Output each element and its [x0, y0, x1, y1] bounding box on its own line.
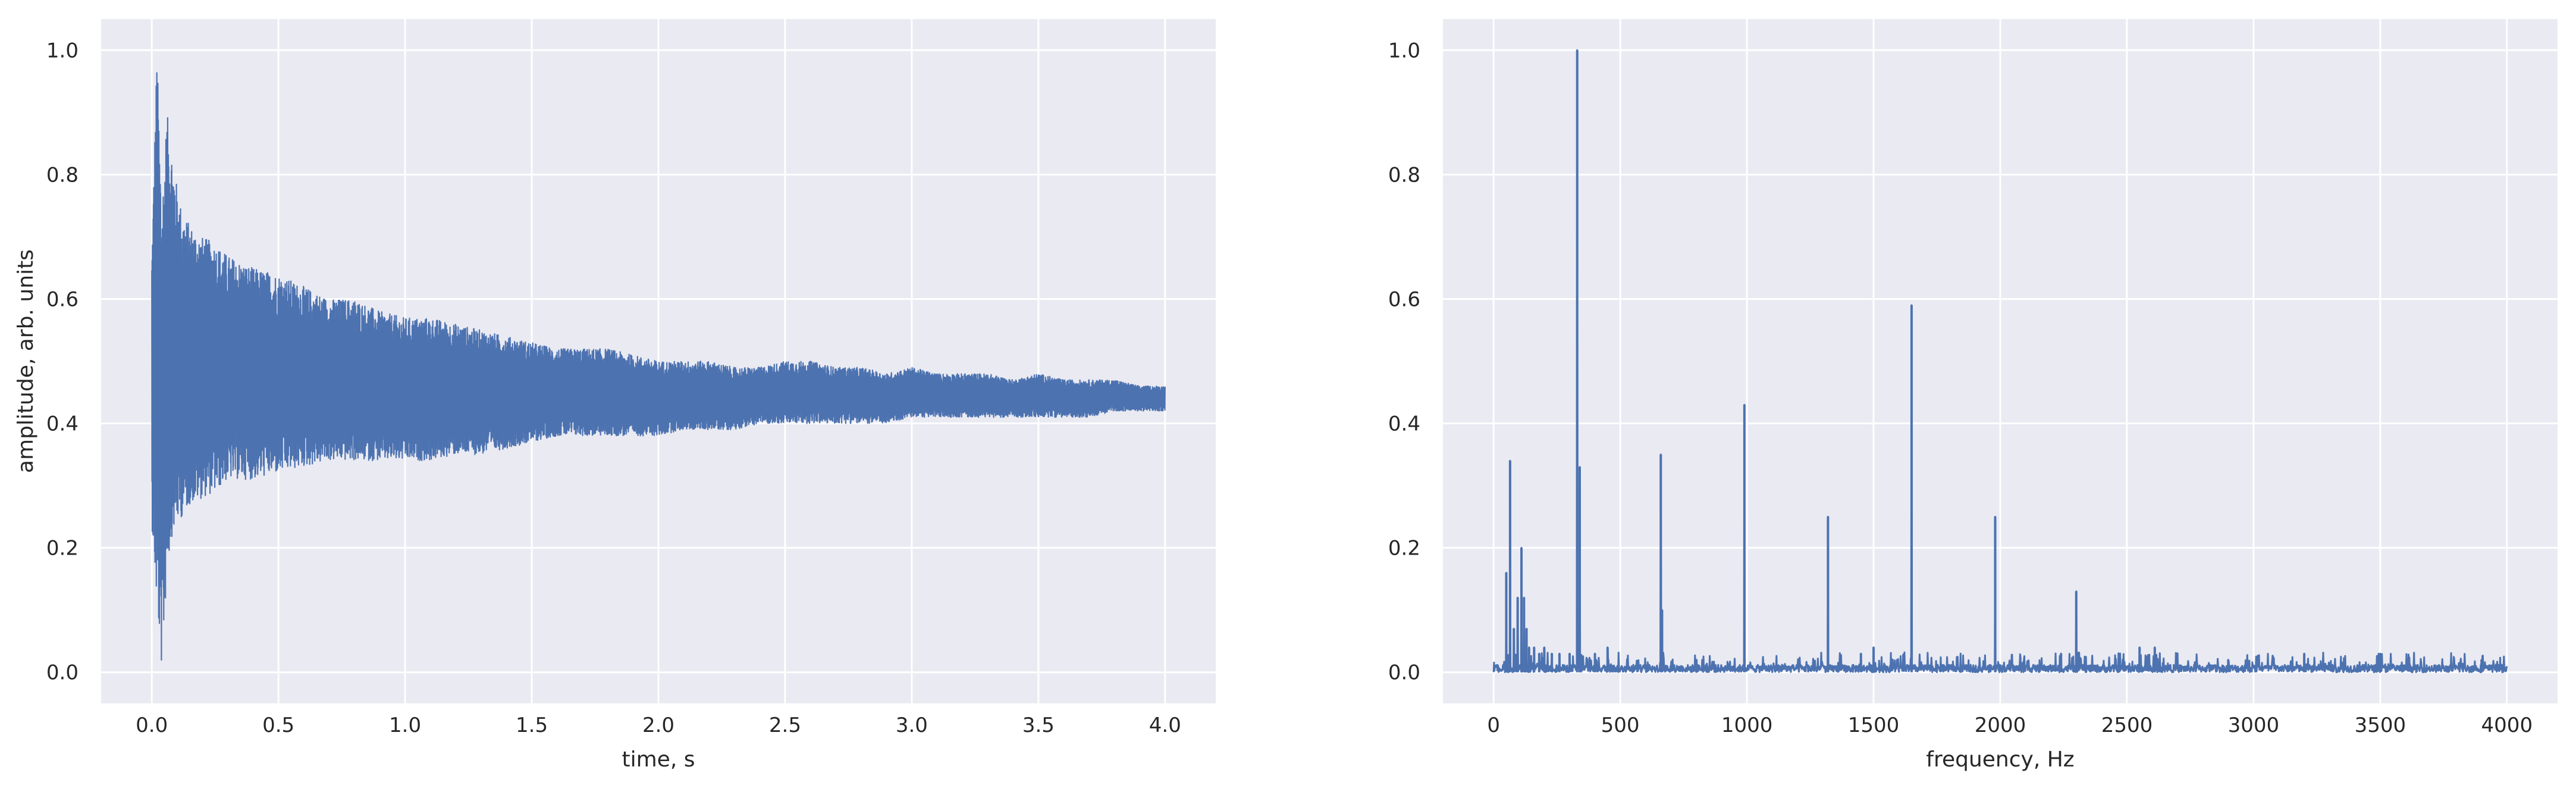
y-tick-label: 0.4	[46, 412, 79, 436]
x-tick-label: 0.5	[262, 713, 294, 737]
x-tick-label: 2.5	[769, 713, 801, 737]
x-tick-label: 0	[1487, 713, 1500, 737]
frequency-spectrum-plot: 0 500 1000 1500 2000 2500 3000 3500 4000 0.0 0.2 0.…	[1388, 19, 2558, 772]
x-tick-label: 500	[1601, 713, 1640, 737]
x-tick-label: 1.5	[516, 713, 548, 737]
x-tick-label: 0.0	[136, 713, 168, 737]
waveform-line	[151, 72, 1166, 661]
x-tick-label: 3.0	[896, 713, 928, 737]
y-tick-label: 0.4	[1388, 412, 1420, 436]
x-axis-label: time, s	[622, 747, 695, 772]
x-tick-label: 3500	[2355, 713, 2406, 737]
time-domain-plot: 0.0 0.5 1.0 1.5 2.0 2.5 3.0 3.5 4.0 0.0 0.2 0.4 0.6 0…	[14, 19, 1216, 772]
x-tick-label: 1500	[1848, 713, 1900, 737]
x-tick-label: 1000	[1721, 713, 1773, 737]
y-tick-label: 0.2	[1388, 537, 1420, 561]
x-tick-label: 3000	[2228, 713, 2280, 737]
y-axis-label: amplitude, arb. units	[14, 249, 38, 473]
y-tick-label: 0.0	[1388, 661, 1420, 685]
y-tick-label: 1.0	[1388, 39, 1420, 62]
x-tick-label: 1.0	[389, 713, 421, 737]
y-tick-label: 0.8	[46, 163, 79, 187]
x-tick-label: 2.0	[642, 713, 674, 737]
y-tick-label: 0.2	[46, 537, 79, 561]
y-tick-label: 0.6	[46, 287, 79, 311]
x-tick-label: 3.5	[1022, 713, 1055, 737]
x-axis-label: frequency, Hz	[1926, 747, 2074, 772]
y-tick-label: 0.8	[1388, 163, 1420, 187]
y-tick-label: 0.0	[46, 661, 79, 685]
x-tick-label: 4.0	[1149, 713, 1181, 737]
y-tick-label: 0.6	[1388, 287, 1420, 311]
y-tick-label: 1.0	[46, 39, 79, 62]
x-tick-label: 2000	[1975, 713, 2026, 737]
x-tick-label: 2500	[2101, 713, 2153, 737]
x-tick-label: 4000	[2481, 713, 2533, 737]
